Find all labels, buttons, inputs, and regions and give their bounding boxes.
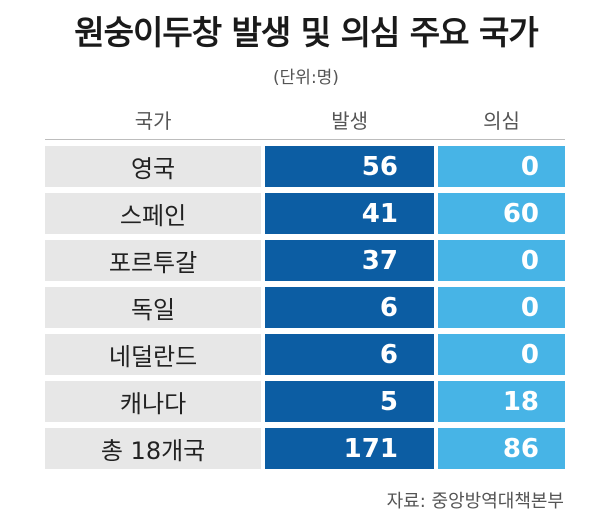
suspected-cell: 0 xyxy=(437,334,565,375)
suspected-cell: 0 xyxy=(437,146,565,187)
country-cell: 독일 xyxy=(45,287,262,328)
table-row: 포르투갈 37 0 xyxy=(45,240,565,281)
table-row: 네덜란드 6 0 xyxy=(45,334,565,375)
occurrence-cell: 37 xyxy=(265,240,434,281)
suspected-cell: 86 xyxy=(437,428,565,469)
page-title: 원숭이두창 발생 및 의심 주요 국가 xyxy=(74,13,538,52)
country-cell: 영국 xyxy=(45,146,262,187)
unit-label: (단위:명) xyxy=(273,68,339,88)
source-note: 자료: 중앙방역대책본부 xyxy=(386,491,564,512)
table-row: 캐나다 5 18 xyxy=(45,381,565,422)
country-cell: 캐나다 xyxy=(45,381,262,422)
table-body: 영국 56 0 스페인 41 60 포르투갈 37 0 독일 xyxy=(45,146,565,469)
country-cell: 스페인 xyxy=(45,193,262,234)
occurrence-cell: 56 xyxy=(265,146,434,187)
occurrence-cell: 171 xyxy=(265,428,434,469)
data-table: 국가 발생 의심 영국 56 0 스페인 41 60 포르투갈 xyxy=(45,99,565,475)
suspected-cell: 0 xyxy=(437,287,565,328)
country-cell: 총 18개국 xyxy=(45,428,262,469)
occurrence-cell: 6 xyxy=(265,287,434,328)
occurrence-cell: 5 xyxy=(265,381,434,422)
table-row: 영국 56 0 xyxy=(45,146,565,187)
occurrence-cell: 41 xyxy=(265,193,434,234)
header-country: 국가 xyxy=(134,108,172,133)
suspected-cell: 60 xyxy=(437,193,565,234)
suspected-cell: 0 xyxy=(437,240,565,281)
header-occurrence: 발생 xyxy=(331,108,369,133)
occurrence-cell: 6 xyxy=(265,334,434,375)
suspected-cell: 18 xyxy=(437,381,565,422)
table-row: 스페인 41 60 xyxy=(45,193,565,234)
country-cell: 네덜란드 xyxy=(45,334,262,375)
table-row: 독일 6 0 xyxy=(45,287,565,328)
country-cell: 포르투갈 xyxy=(45,240,262,281)
header-suspected: 의심 xyxy=(483,108,520,133)
table-row-total: 총 18개국 171 86 xyxy=(45,428,565,469)
table-header: 국가 발생 의심 xyxy=(45,99,565,140)
